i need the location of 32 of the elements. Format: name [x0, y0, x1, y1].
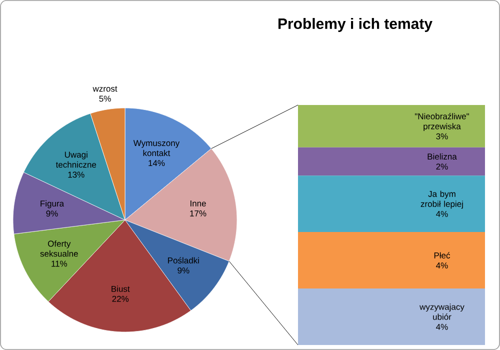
series-label: wyzywajacy ubiór: [420, 304, 464, 320]
series-label: Ja bym zrobił lepiej: [420, 190, 463, 209]
bar: [298, 104, 485, 148]
slice-label: Wymuszony kontakt: [133, 140, 180, 156]
data-label: 9%: [178, 267, 190, 274]
slice-label: Pośladki: [168, 257, 199, 264]
slice-label: wzrost: [92, 86, 118, 92]
data-label: 4%: [436, 210, 448, 217]
slice-label: Inne: [190, 200, 206, 206]
data-label: 4%: [436, 262, 448, 268]
data-label: 17%: [190, 210, 206, 216]
bar: [298, 147, 485, 176]
data-label: 22%: [112, 296, 129, 302]
data-label: 9%: [46, 210, 58, 217]
bar: [298, 232, 485, 289]
data-label: 14%: [148, 160, 165, 166]
bar: [298, 288, 485, 345]
slice-label: Oferty seksualne: [40, 240, 78, 257]
series-label: "Nieobraźliwe" przewiska: [415, 113, 469, 132]
data-label: 11%: [52, 260, 68, 267]
data-label: 4%: [436, 324, 448, 330]
chart-title: Problemy i ich tematy: [278, 18, 432, 32]
bar: [298, 176, 485, 232]
data-label: 13%: [68, 172, 84, 178]
data-label: 5%: [99, 96, 111, 102]
series-label: Płeć: [434, 252, 450, 258]
slice-label: Figura: [40, 200, 64, 208]
data-label: 3%: [436, 133, 448, 140]
slice-label: Biust: [112, 286, 130, 292]
series-label: Bielizna: [428, 153, 457, 160]
data-label: 2%: [436, 164, 448, 170]
slice-label: Uwagi techniczne: [56, 151, 96, 168]
